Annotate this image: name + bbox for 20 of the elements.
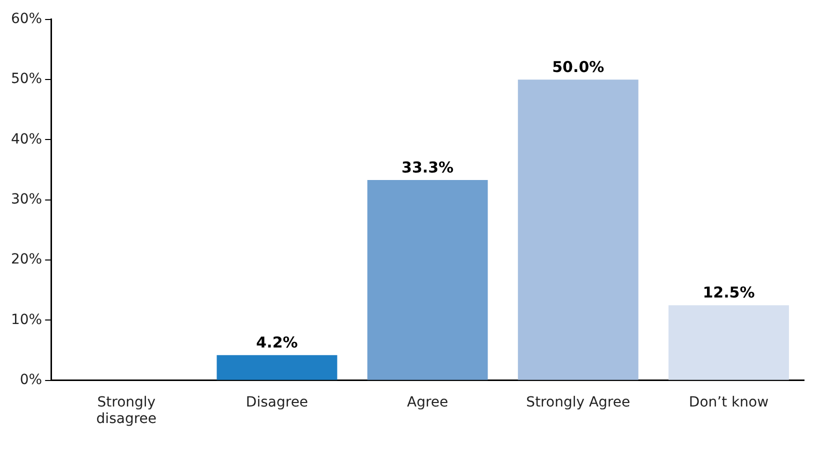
x-tick-label: Don’t know — [688, 394, 769, 410]
x-tick-label: Disagree — [246, 394, 308, 410]
data-label: 12.5% — [702, 284, 755, 302]
data-label: 50.0% — [552, 58, 604, 76]
bar — [367, 180, 488, 380]
x-tick-label: Strongly Agree — [526, 394, 630, 410]
bar — [668, 305, 789, 380]
y-tick-label: 30% — [10, 192, 42, 208]
bar — [216, 355, 338, 380]
x-tick-label: Strongly disagree — [96, 394, 157, 428]
data-label: 33.3% — [402, 158, 454, 176]
y-tick-label: 40% — [10, 131, 42, 148]
y-tick-label: 50% — [10, 71, 42, 88]
y-tick-label: 10% — [10, 312, 42, 328]
y-tick-label: 0% — [20, 372, 42, 388]
y-tick-label: 60% — [10, 11, 42, 28]
y-tick-label: 20% — [10, 252, 42, 268]
x-tick-label: Agree — [406, 394, 448, 410]
data-label: 4.2% — [256, 334, 298, 352]
bar — [518, 80, 638, 380]
